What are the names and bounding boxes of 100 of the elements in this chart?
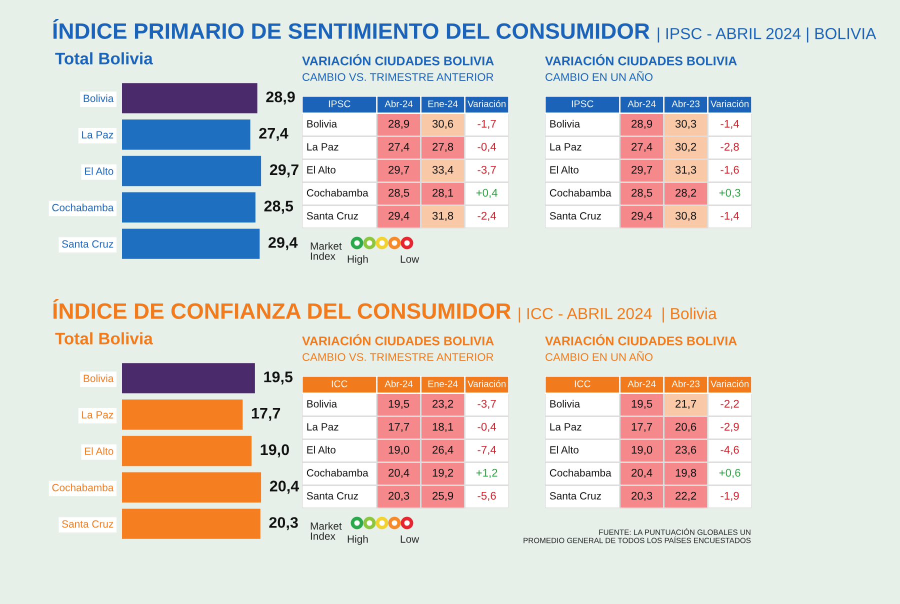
- chart-subtitle: CAMBIO VS. TRIMESTRE ANTERIOR: [302, 73, 494, 81]
- data-label: 28,9: [266, 91, 295, 105]
- data-label: 19,0: [260, 444, 289, 458]
- data-label: 26,4: [432, 446, 454, 456]
- data-label: 29,7: [388, 166, 410, 176]
- text: Low: [400, 256, 420, 263]
- data-label: -4,6: [720, 446, 739, 456]
- data-label: 19,2: [432, 468, 454, 478]
- data-label: -5,6: [478, 492, 496, 502]
- y-tick-label: Cochabamba: [52, 204, 114, 212]
- x-tick-label: Ene-24: [428, 100, 458, 108]
- data-label: 19,0: [632, 446, 652, 456]
- data-label: 27,8: [432, 142, 454, 152]
- data-label: 28,5: [388, 188, 410, 198]
- data-label: 30,2: [675, 142, 696, 152]
- data-label: 22,2: [676, 492, 696, 502]
- data-label: 30,3: [675, 120, 696, 130]
- data-label: 28,2: [676, 188, 696, 198]
- data-label: 17,7: [388, 422, 410, 432]
- data-label: -1,6: [720, 166, 739, 176]
- data-label: 19,5: [388, 400, 410, 410]
- y-axis-title: IPSC: [572, 100, 594, 108]
- y-axis-title: IPSC: [328, 100, 350, 108]
- data-label: 21,7: [676, 400, 696, 410]
- data-label: -2,2: [720, 400, 739, 410]
- y-tick-label: El Alto: [84, 167, 114, 175]
- y-tick-label: Bolivia: [84, 94, 114, 102]
- chart-title: VARIACIÓN CIUDADES BOLIVIA: [545, 334, 737, 346]
- x-tick-label: Abr-24: [628, 380, 656, 388]
- x-tick-label: Abr-24: [384, 100, 413, 108]
- data-label: 30,8: [675, 212, 696, 222]
- bar: [122, 363, 255, 394]
- data-label: 27,4: [632, 142, 652, 152]
- x-tick-label: Abr-23: [672, 380, 700, 388]
- y-tick-label: Santa Cruz: [62, 240, 114, 248]
- data-label: 19,8: [676, 468, 696, 478]
- data-label: +0,3: [719, 188, 740, 198]
- bar: [122, 436, 252, 466]
- y-tick-label: El Alto: [307, 166, 336, 174]
- data-label: 33,4: [432, 166, 454, 176]
- y-tick-label: Bolivia: [307, 120, 338, 128]
- data-label: 29,4: [388, 212, 410, 222]
- data-label: -7,4: [478, 446, 496, 456]
- data-label: 28,5: [264, 200, 294, 214]
- chart-subtitle: Total Bolivia: [55, 332, 153, 344]
- data-label: 20,3: [632, 492, 652, 502]
- data-label: 23,2: [432, 400, 454, 410]
- x-tick-label: Variación: [468, 380, 506, 388]
- data-label: -2,8: [720, 142, 739, 152]
- data-label: 28,9: [632, 120, 652, 130]
- data-label: 29,7: [632, 166, 652, 176]
- bar: [122, 508, 260, 539]
- y-tick-label: Cochabamba: [550, 188, 612, 197]
- x-tick-label: Variación: [710, 100, 749, 108]
- data-label: +0,6: [719, 468, 740, 478]
- text: Market Index: [310, 242, 342, 260]
- x-tick-label: Abr-24: [628, 100, 656, 108]
- y-tick-label: La Paz: [307, 423, 338, 431]
- data-label: 20,4: [632, 468, 652, 478]
- data-label: 17,7: [252, 408, 280, 421]
- y-tick-label: La Paz: [82, 411, 114, 418]
- data-label: 19,5: [264, 371, 293, 385]
- text: | ICC - ABRIL 2024 | Bolivia: [518, 308, 717, 322]
- x-tick-label: Abr-24: [384, 380, 413, 388]
- text: High: [348, 255, 368, 265]
- text: High: [348, 535, 368, 545]
- chart-subtitle: CAMBIO EN UN AÑO: [546, 71, 653, 81]
- y-tick-label: La Paz: [550, 143, 582, 151]
- chart-title: VARIACIÓN CIUDADES BOLIVIA: [545, 54, 737, 66]
- data-label: -1,4: [720, 120, 740, 130]
- y-tick-label: La Paz: [82, 131, 114, 138]
- data-label: 23,6: [676, 446, 696, 456]
- data-label: +1,2: [476, 468, 498, 478]
- y-axis-title: ICC: [574, 380, 590, 388]
- data-label: -3,7: [478, 400, 496, 410]
- y-tick-label: Santa Cruz: [306, 492, 358, 500]
- y-tick-label: La Paz: [307, 143, 338, 151]
- y-tick-label: Bolivia: [307, 400, 338, 408]
- chart-title: VARIACIÓN CIUDADES BOLIVIA: [302, 54, 494, 66]
- data-label: 31,3: [675, 166, 696, 176]
- x-tick-label: Variación: [468, 100, 506, 108]
- data-label: 18,1: [432, 422, 454, 432]
- data-label: 25,9: [432, 492, 454, 502]
- x-tick-label: Variación: [710, 380, 749, 388]
- y-tick-label: El Alto: [307, 446, 336, 454]
- data-label: 20,3: [388, 492, 410, 502]
- data-label: 31,8: [432, 212, 454, 222]
- y-tick-label: La Paz: [550, 423, 582, 431]
- y-tick-label: Bolivia: [84, 374, 114, 382]
- chart-subtitle: CAMBIO VS. TRIMESTRE ANTERIOR: [302, 353, 494, 361]
- data-label: 28,9: [388, 120, 410, 130]
- data-label: 20,4: [270, 480, 300, 494]
- y-tick-label: Santa Cruz: [306, 212, 358, 220]
- y-tick-label: Santa Cruz: [550, 492, 601, 500]
- data-label: 29,4: [632, 212, 652, 222]
- data-label: +0,4: [476, 188, 498, 198]
- x-tick-label: Abr-23: [672, 100, 700, 108]
- data-label: 20,4: [388, 468, 410, 478]
- bar: [122, 399, 243, 430]
- data-label: 28,5: [632, 188, 652, 198]
